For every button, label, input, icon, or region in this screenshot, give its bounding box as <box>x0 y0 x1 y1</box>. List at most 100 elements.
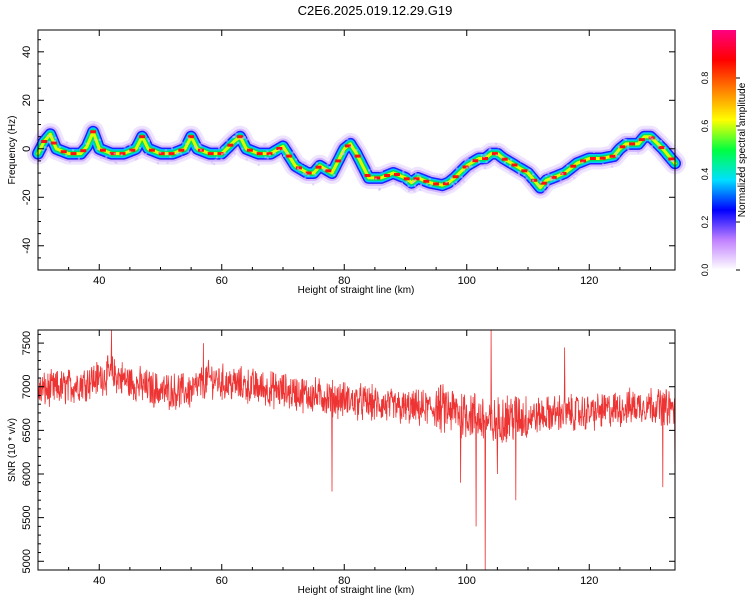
spectrogram-noise-pixel <box>54 136 57 139</box>
spectrogram-noise-pixel <box>69 161 72 163</box>
spectrogram-noise-pixel <box>414 172 417 175</box>
spectrogram-noise-pixel <box>655 137 658 140</box>
spectrogram-noise-pixel <box>428 177 431 180</box>
spectrogram-noise-pixel <box>297 167 299 170</box>
spectrogram-noise-pixel <box>484 153 487 156</box>
spectrogram-noise-pixel <box>96 148 99 151</box>
spectrogram-noise-pixel <box>543 186 546 189</box>
snr-y-axis: 5000 5500 6000 6500 7000 7500 <box>21 331 675 574</box>
spectrogram-noise-pixel <box>225 139 228 142</box>
spectrogram-noise-pixel <box>485 161 488 164</box>
spectrogram-noise-pixel <box>466 166 469 169</box>
spectrogram-noise-pixel <box>304 163 307 165</box>
spectrogram-noise-pixel <box>659 155 662 158</box>
spectrogram-peak-mark <box>129 148 136 152</box>
spectrogram-noise-pixel <box>221 158 224 161</box>
spectrogram-peak-mark <box>374 176 381 180</box>
spectrogram-noise-pixel <box>266 157 269 160</box>
spectrogram-noise-pixel <box>320 176 323 179</box>
spectrogram-noise-pixel <box>543 190 546 193</box>
spectrogram-peak-mark <box>423 179 430 183</box>
spectrogram-noise-pixel <box>315 162 318 165</box>
spectrogram-peak-mark <box>511 163 518 167</box>
spectrogram-noise-pixel <box>623 138 626 140</box>
spectrogram-noise-pixel <box>402 172 405 175</box>
spectrogram-noise-pixel <box>482 155 485 158</box>
spectrogram-noise-pixel <box>268 154 271 157</box>
spectrogram-peak-mark <box>629 142 636 146</box>
spectrogram-noise-pixel <box>312 183 315 186</box>
spectrogram-noise-pixel <box>263 143 266 146</box>
spectrogram-noise-pixel <box>463 169 465 172</box>
spectrogram-peak-mark <box>80 149 87 153</box>
spectrogram-noise-pixel <box>400 182 403 185</box>
spectrogram-peak-mark <box>442 182 449 186</box>
spectrogram-panel: 40 60 80 100 120 -40 -20 0 20 40 Height of strai… <box>7 29 686 296</box>
spectrogram-noise-pixel <box>41 149 44 151</box>
spectrogram-noise-pixel <box>402 170 405 173</box>
spectrogram-noise-pixel <box>394 182 397 185</box>
spectrogram-noise-pixel <box>374 177 377 180</box>
spectrogram-noise-pixel <box>323 167 326 170</box>
spectrogram-noise-pixel <box>302 172 305 175</box>
spectrogram-noise-pixel <box>48 141 51 144</box>
spectrogram-noise-pixel <box>482 149 485 152</box>
spectrogram-noise-pixel <box>193 145 196 148</box>
spectrogram-noise-pixel <box>169 155 172 158</box>
spectrogram-x-tick-label: 40 <box>93 275 105 287</box>
spectrogram-noise-pixel <box>241 147 244 150</box>
spectrogram-noise-pixel <box>627 145 630 148</box>
spectrogram-noise-pixel <box>624 138 627 141</box>
spectrogram-peak-mark <box>148 148 155 152</box>
spectrogram-noise-pixel <box>229 154 232 157</box>
spectrogram-noise-pixel <box>93 139 96 141</box>
spectrogram-noise-pixel <box>58 146 61 148</box>
spectrogram-noise-pixel <box>181 141 183 144</box>
spectrogram-peak-mark <box>599 156 606 160</box>
spectrogram-noise-pixel <box>235 132 238 135</box>
spectrogram-noise-pixel <box>179 152 182 155</box>
spectrogram-peak-mark <box>286 154 293 158</box>
spectrogram-noise-pixel <box>322 169 325 171</box>
spectrogram-noise-pixel <box>407 185 410 188</box>
spectrogram-peak-mark <box>335 159 342 163</box>
snr-y-tick-label: 6000 <box>21 462 33 486</box>
spectrogram-noise-pixel <box>370 168 373 171</box>
spectrogram-noise-pixel <box>211 161 214 164</box>
spectrogram-peak-mark <box>178 148 185 152</box>
spectrogram-noise-pixel <box>484 167 486 169</box>
spectrogram-noise-pixel <box>239 138 242 140</box>
spectrogram-noise-pixel <box>120 153 123 156</box>
spectrogram-noise-pixel <box>147 138 150 141</box>
spectrogram-noise-pixel <box>187 150 190 153</box>
spectrogram-noise-pixel <box>355 149 358 152</box>
spectrogram-noise-pixel <box>218 147 221 150</box>
spectrogram-noise-pixel <box>575 172 578 175</box>
spectrogram-peak-mark <box>570 164 577 168</box>
spectrogram-peak-mark <box>188 135 195 139</box>
spectrogram-peak-mark <box>521 169 528 173</box>
spectrogram-noise-pixel <box>547 183 550 186</box>
spectrogram-noise-pixel <box>509 165 511 168</box>
snr-x-axis: 40 60 80 100 120 <box>37 330 651 587</box>
spectrogram-noise-pixel <box>266 150 269 153</box>
spectrogram-noise-pixel <box>518 173 520 176</box>
spectrogram-noise-pixel <box>92 122 95 125</box>
spectrogram-noise-pixel <box>368 169 370 172</box>
spectrogram-peak-mark <box>491 152 498 156</box>
spectrogram-noise-pixel <box>464 175 467 178</box>
spectrogram-noise-pixel <box>99 157 102 159</box>
spectrogram-noise-pixel <box>46 146 49 149</box>
spectrogram-noise-pixel <box>632 134 635 137</box>
spectrogram-noise-pixel <box>128 144 131 147</box>
spectrogram-noise-pixel <box>510 158 513 161</box>
spectrogram-noise-pixel <box>440 174 443 177</box>
spectrogram-heatmap <box>27 120 686 199</box>
spectrogram-noise-pixel <box>408 170 411 173</box>
spectrogram-noise-pixel <box>610 163 612 165</box>
spectrogram-noise-pixel <box>177 152 180 155</box>
spectrogram-noise-pixel <box>436 175 439 178</box>
spectrogram-noise-pixel <box>497 146 500 149</box>
spectrogram-noise-pixel <box>408 189 410 192</box>
spectrogram-noise-pixel <box>214 158 217 161</box>
